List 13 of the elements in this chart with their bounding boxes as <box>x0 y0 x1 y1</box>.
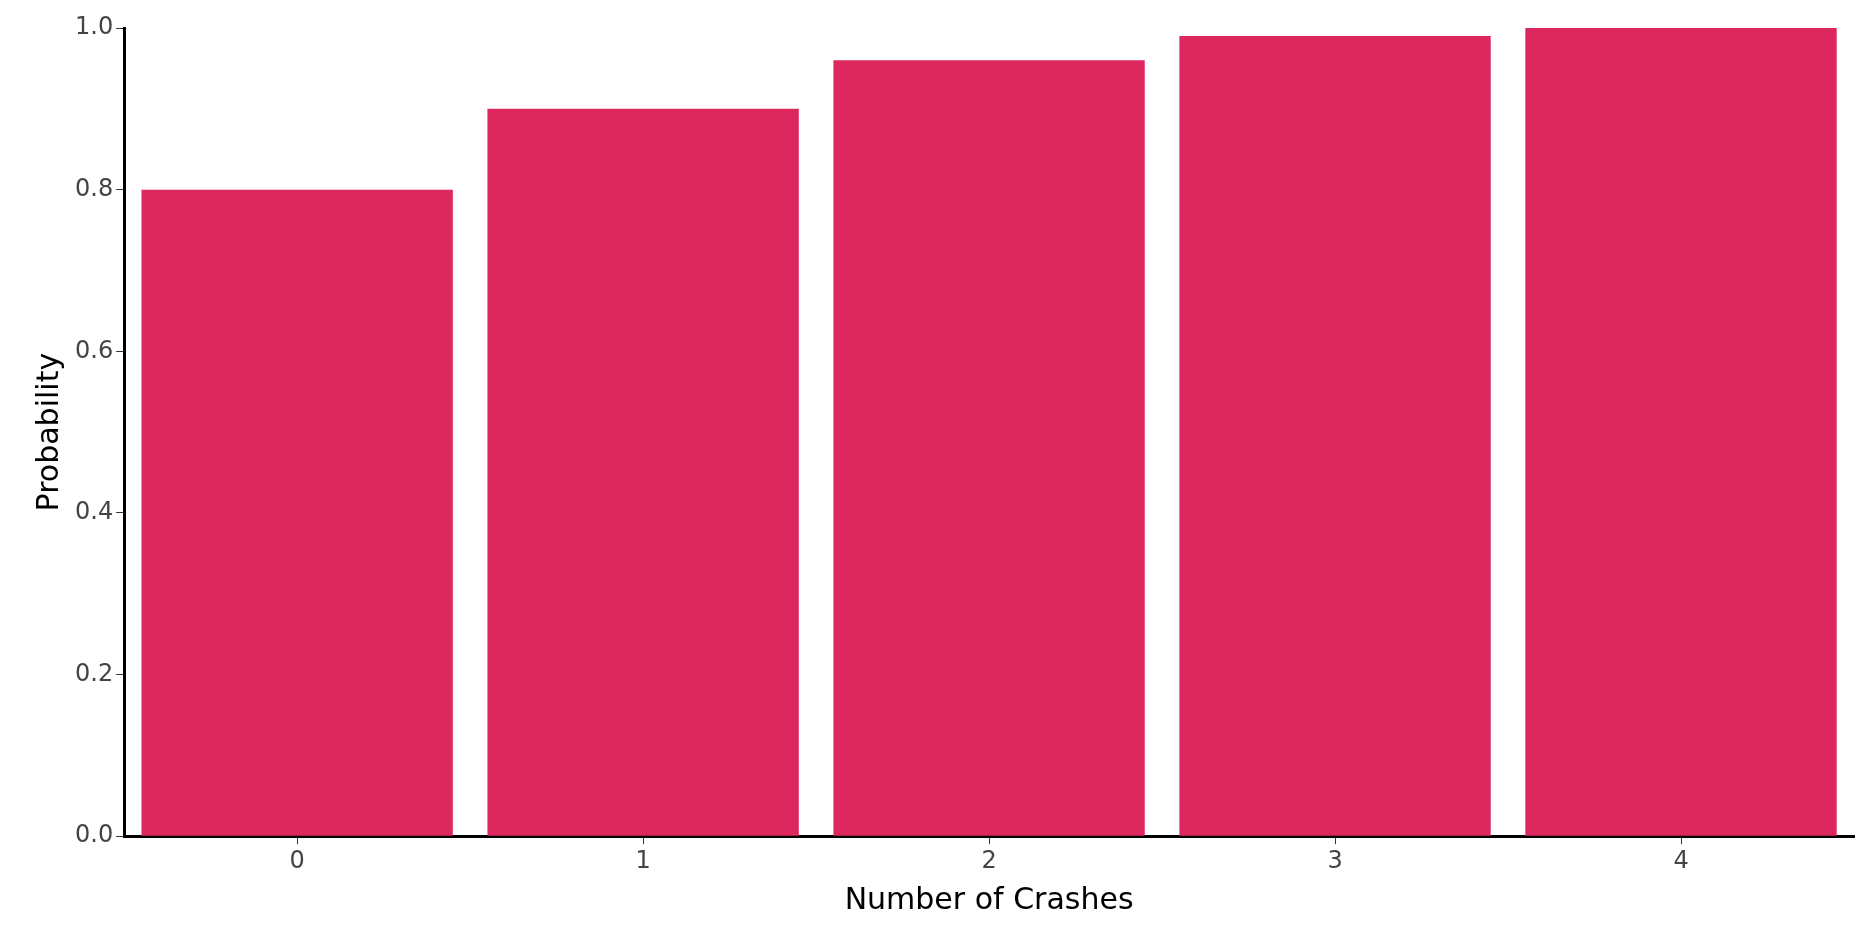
x-tick-label: 0 <box>289 845 305 874</box>
x-axis-title: Number of Crashes <box>844 880 1134 916</box>
y-tick-label: 1.0 <box>75 12 114 41</box>
x-tick-label: 3 <box>1327 845 1343 874</box>
x-tick-label: 4 <box>1673 845 1689 874</box>
x-tick-label: 1 <box>635 845 651 874</box>
y-tick-label: 0.0 <box>75 820 114 849</box>
y-axis-title: Probability <box>29 352 65 512</box>
y-tick-label: 0.4 <box>75 497 114 526</box>
y-tick-label: 0.6 <box>75 335 114 364</box>
y-tick-label: 0.2 <box>75 658 114 687</box>
x-tick-label: 2 <box>981 845 997 874</box>
y-tick-label: 0.8 <box>75 173 114 202</box>
